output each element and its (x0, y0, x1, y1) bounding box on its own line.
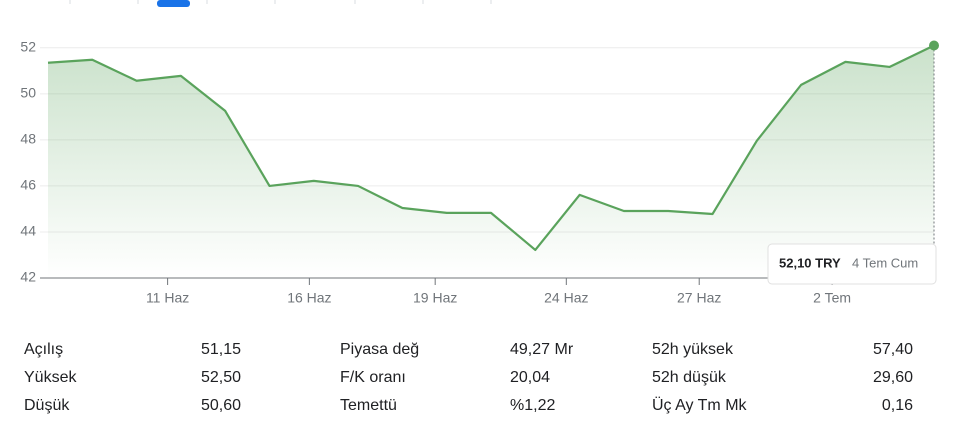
y-tick-label: 44 (20, 223, 36, 239)
stat-label: Düşük (24, 397, 70, 414)
last-point (929, 40, 939, 51)
stat-label: F/K oranı (340, 369, 406, 386)
stat-value: 50,60 (201, 397, 241, 414)
price-line (47, 44, 935, 252)
tooltip-value: 52,10 TRY (779, 255, 841, 270)
area (48, 45, 934, 279)
stat-value: 57,40 (873, 341, 913, 358)
stat-value: 52,50 (201, 369, 241, 386)
stat-value: 29,60 (873, 369, 913, 386)
stat-value: 20,04 (510, 369, 550, 386)
x-tick-label: 11 Haz (146, 290, 189, 306)
stat-label: 52h yüksek (652, 341, 734, 358)
stat-value: 49,27 Mr (510, 341, 574, 358)
stat-value: %1,22 (510, 397, 555, 414)
tooltip (767, 243, 937, 285)
x-tick-label: 16 Haz (287, 290, 331, 306)
x-tick-label: 24 Haz (544, 290, 588, 306)
stat-label: 52h düşük (652, 369, 727, 386)
tab-separators (69, 0, 492, 4)
y-tick-label: 52 (20, 39, 36, 55)
stat-label: Temettü (340, 397, 397, 414)
x-tick-label: 27 Haz (677, 290, 721, 306)
stat-label: Piyasa değ (340, 341, 419, 358)
y-tick-label: 42 (20, 269, 36, 285)
stat-label: Üç Ay Tm Mk (652, 396, 748, 414)
y-tick-label: 46 (20, 177, 36, 193)
x-tick-label: 2 Tem (813, 290, 851, 306)
y-tick-label: 50 (20, 85, 36, 101)
stat-value: 51,15 (201, 341, 241, 358)
x-tick-label: 19 Haz (413, 290, 457, 306)
stat-label: Açılış (24, 341, 63, 358)
y-tick-label: 48 (20, 131, 36, 147)
stat-value: 0,16 (882, 397, 913, 414)
range-tab[interactable] (157, 0, 190, 7)
stat-label: Yüksek (24, 369, 77, 386)
tooltip-date: 4 Tem Cum (852, 255, 918, 270)
